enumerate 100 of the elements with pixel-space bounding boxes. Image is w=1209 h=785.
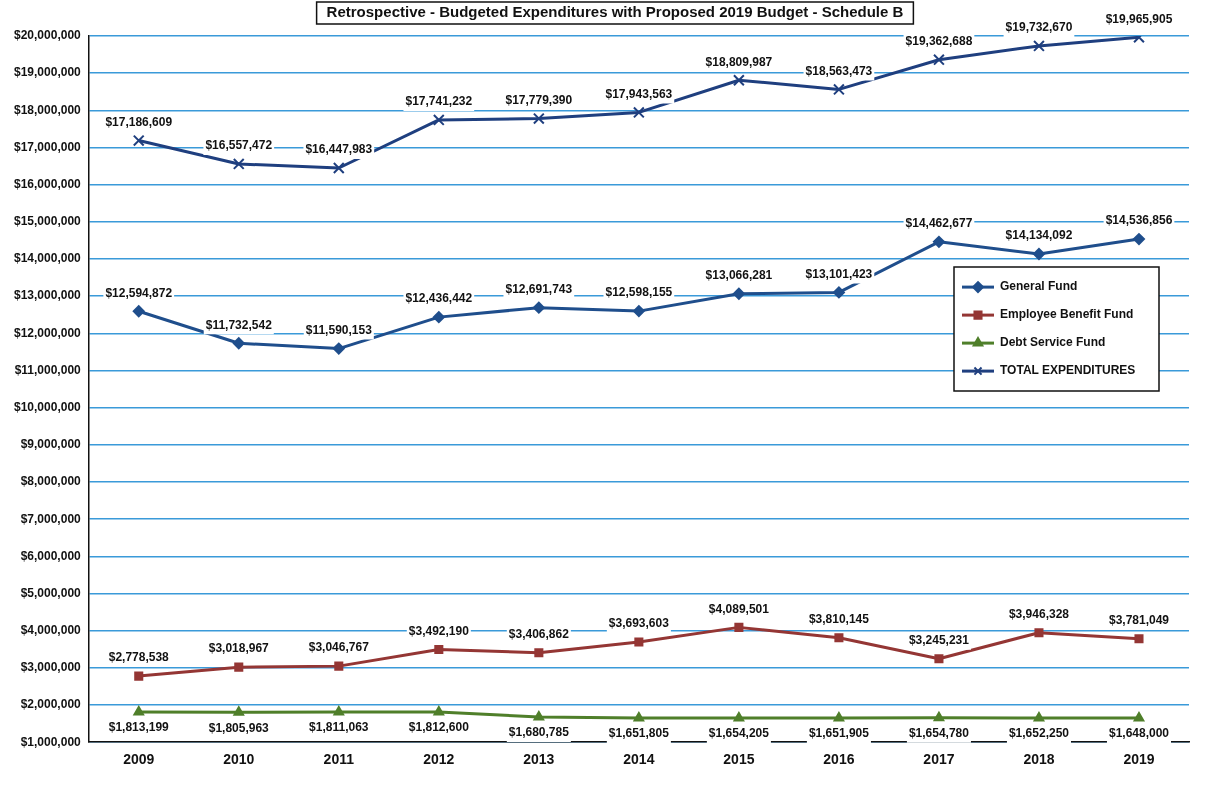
y-tick-label: $13,000,000	[14, 288, 82, 303]
point	[134, 671, 144, 681]
y-tick-label: $2,000,000	[20, 697, 82, 712]
chart-title: Retrospective - Budgeted Expenditures with Proposed 2019 Budget - Schedule B	[326, 3, 904, 21]
point	[132, 134, 145, 147]
point	[832, 286, 845, 299]
data-label: $3,781,049	[1108, 613, 1170, 628]
point	[832, 83, 845, 96]
point	[632, 305, 645, 318]
point	[1033, 711, 1045, 722]
point	[634, 637, 644, 647]
point	[932, 235, 945, 248]
point	[533, 710, 545, 721]
y-tick-label: $14,000,000	[14, 251, 82, 266]
point	[1133, 712, 1145, 722]
data-label: $1,651,805	[608, 726, 670, 741]
y-tick-label: $4,000,000	[20, 623, 82, 638]
data-label: $12,598,155	[605, 285, 673, 300]
data-label: $14,462,677	[905, 216, 973, 231]
data-label: $19,965,905	[1105, 11, 1173, 26]
x-tick-label: 2009	[123, 751, 155, 768]
point	[734, 622, 744, 632]
data-label: $3,492,190	[408, 623, 470, 638]
point	[532, 301, 545, 314]
y-tick-label: $11,000,000	[14, 362, 82, 377]
point	[433, 706, 445, 716]
point	[632, 106, 645, 119]
point	[132, 305, 145, 318]
data-label: $3,946,328	[1008, 607, 1070, 621]
data-label: $1,680,785	[508, 725, 570, 740]
legend-label: TOTAL EXPENDITURES	[1000, 363, 1136, 378]
point	[232, 337, 245, 350]
point	[333, 706, 345, 716]
point	[933, 711, 945, 722]
legend-label: Employee Benefit Fund	[1000, 307, 1134, 322]
data-label: $3,046,767	[308, 640, 370, 655]
data-label: $11,590,153	[305, 322, 373, 337]
data-label: $11,732,542	[205, 317, 273, 332]
point	[1034, 628, 1044, 638]
point	[332, 162, 345, 174]
x-tick-label: 2016	[823, 751, 855, 768]
point	[633, 711, 645, 722]
data-label: $17,779,390	[505, 92, 573, 107]
data-label: $13,066,281	[705, 268, 773, 283]
data-label: $3,245,231	[908, 633, 970, 648]
data-label: $1,654,205	[708, 726, 770, 741]
point	[334, 661, 344, 671]
data-label: $18,563,473	[805, 63, 873, 78]
point	[1132, 233, 1145, 246]
point	[1033, 39, 1045, 52]
y-tick-label: $5,000,000	[20, 585, 82, 600]
x-tick-label: 2018	[1023, 751, 1055, 768]
data-label: $12,436,442	[405, 291, 473, 306]
data-label: $3,810,145	[808, 612, 870, 627]
point	[934, 654, 944, 664]
point	[1032, 248, 1045, 261]
data-label: $1,812,600	[408, 720, 470, 735]
y-tick-label: $16,000,000	[14, 176, 82, 191]
y-tick-label: $17,000,000	[14, 139, 82, 154]
point	[534, 648, 544, 658]
data-label: $3,693,603	[608, 616, 670, 631]
point	[732, 287, 745, 300]
y-tick-label: $6,000,000	[20, 548, 82, 563]
legend-label: Debt Service Fund	[1000, 335, 1106, 350]
data-label: $2,778,538	[108, 650, 170, 665]
data-label: $1,813,199	[108, 720, 170, 735]
point	[332, 342, 345, 355]
point	[833, 711, 845, 722]
data-label: $16,557,472	[205, 138, 273, 153]
legend-label: General Fund	[1000, 279, 1078, 294]
data-label: $1,648,000	[1108, 726, 1170, 741]
point	[532, 112, 545, 125]
y-tick-label: $12,000,000	[14, 325, 82, 340]
point	[432, 311, 445, 324]
point	[732, 74, 745, 87]
data-label: $3,406,862	[508, 627, 570, 642]
y-tick-label: $3,000,000	[20, 660, 82, 675]
data-label: $18,809,987	[705, 54, 773, 69]
x-tick-label: 2017	[923, 751, 955, 768]
point	[234, 662, 244, 672]
point	[733, 711, 745, 722]
data-label: $17,943,563	[605, 86, 673, 101]
y-tick-label: $10,000,000	[14, 400, 82, 414]
data-label: $1,811,063	[309, 720, 369, 735]
data-label: $4,089,501	[708, 601, 770, 616]
point	[1134, 634, 1144, 644]
y-tick-label: $8,000,000	[20, 474, 82, 489]
point	[932, 53, 945, 66]
x-tick-label: 2010	[223, 751, 255, 768]
point	[133, 705, 145, 716]
data-label: $16,447,983	[305, 142, 373, 157]
x-tick-label: 2019	[1123, 751, 1155, 768]
point	[432, 114, 445, 126]
point	[434, 645, 444, 655]
data-label: $1,652,250	[1008, 726, 1070, 741]
y-tick-label: $15,000,000	[14, 214, 82, 229]
data-label: $19,732,670	[1005, 20, 1073, 35]
x-tick-label: 2014	[623, 751, 655, 768]
point	[233, 706, 245, 716]
data-label: $17,186,609	[105, 114, 173, 129]
